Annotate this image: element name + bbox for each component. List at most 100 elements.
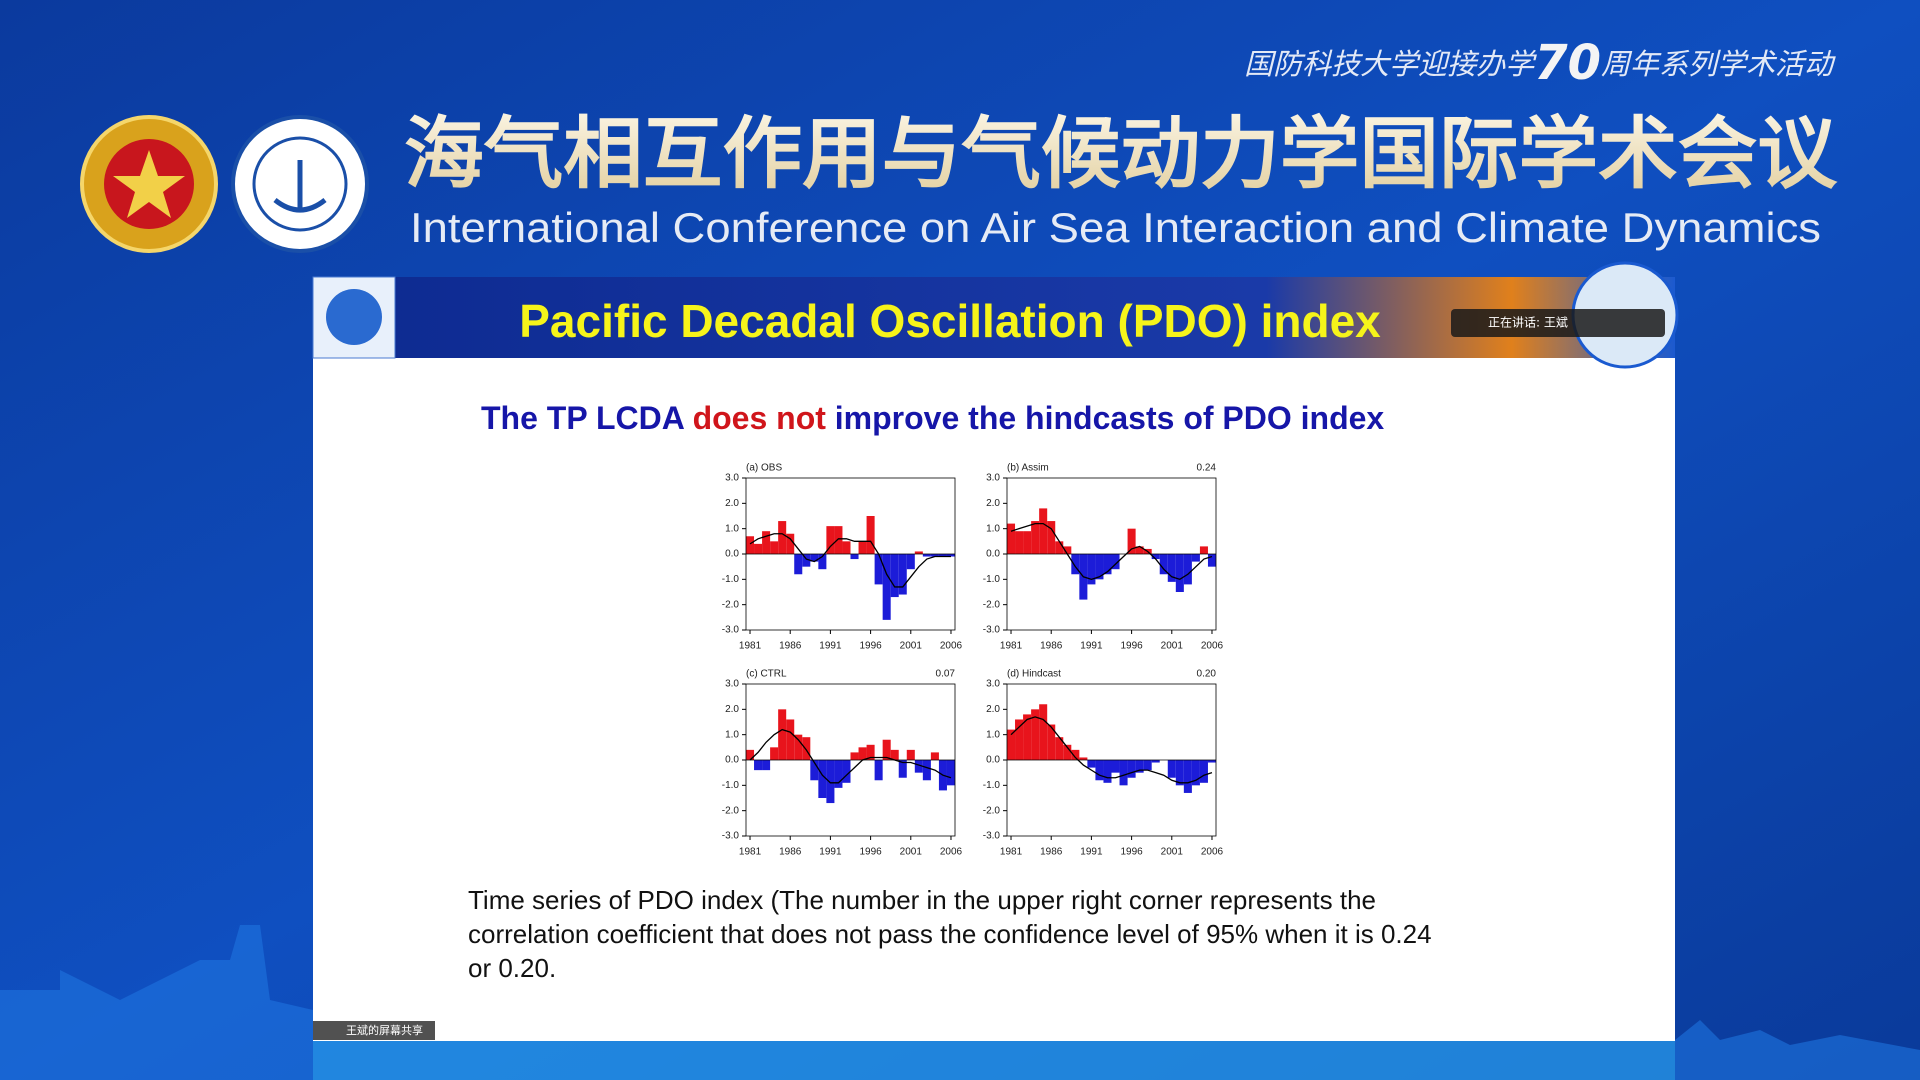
chart-grid: (a) OBS -3.0 -2.0 -1.0 0.0 1.0 2.0 3.0 1981 1986 1…: [722, 463, 1224, 858]
bar: [746, 749, 755, 760]
bar: [1167, 760, 1176, 778]
slide-title: Pacific Decadal Oscillation (PDO) index: [519, 295, 1381, 347]
x-tick-label: 1996: [1120, 847, 1143, 858]
bar: [1103, 760, 1112, 783]
bar: [826, 526, 835, 554]
bar: [810, 554, 819, 562]
slide-subtitle: The TP LCDA does not improve the hindcas…: [481, 400, 1384, 436]
bar: [794, 734, 803, 760]
bar: [1087, 554, 1096, 585]
bar: [1055, 541, 1064, 554]
bar: [874, 554, 883, 585]
bar: [898, 760, 907, 778]
plot-frame: [745, 477, 956, 631]
caption-line: or 0.20.: [468, 953, 556, 983]
x-tick-label: 2001: [1161, 847, 1184, 858]
y-tick-label: -1.0: [983, 780, 1001, 791]
plot-frame: [1006, 477, 1217, 631]
chart-title: (b) Assim: [1007, 463, 1049, 474]
bar: [778, 709, 787, 760]
tagline-part: 70: [1534, 35, 1601, 91]
bar: [1119, 760, 1128, 786]
slide-title-bar: [313, 277, 1675, 358]
bar: [1111, 760, 1120, 773]
bar: [882, 554, 891, 620]
bar: [834, 526, 843, 554]
bar: [850, 554, 859, 560]
bar: [1055, 737, 1064, 760]
bar: [946, 554, 955, 557]
bar: [1151, 760, 1160, 763]
logo: [80, 115, 218, 253]
bar: [762, 531, 771, 554]
bar: [858, 747, 867, 760]
slide-logo: [326, 289, 382, 345]
x-tick-label: 1981: [1000, 847, 1023, 858]
x-tick-label: 2006: [940, 641, 963, 652]
y-tick-label: 3.0: [725, 473, 739, 484]
share-text: 王斌的屏幕共享: [346, 1023, 423, 1037]
y-tick-label: -1.0: [983, 574, 1001, 585]
bar: [1015, 531, 1024, 554]
y-tick-label: -1.0: [722, 780, 740, 791]
y-tick-label: -3.0: [722, 831, 740, 842]
x-tick-label: 1981: [739, 847, 762, 858]
bar: [1047, 521, 1056, 554]
x-tick-label: 1986: [1040, 641, 1063, 652]
bar: [1063, 546, 1072, 554]
y-tick-label: 2.0: [725, 498, 739, 509]
bar: [754, 543, 763, 554]
bar: [802, 554, 811, 567]
bar: [1159, 554, 1168, 575]
x-tick-label: 1986: [1040, 847, 1063, 858]
bar: [834, 760, 843, 788]
y-tick-label: 3.0: [986, 473, 1000, 484]
bar: [786, 533, 795, 554]
y-tick-label: -3.0: [983, 831, 1001, 842]
bar: [770, 747, 779, 760]
bar: [1135, 760, 1144, 773]
bar: [1151, 554, 1160, 560]
subtitle-part: The TP LCDA: [481, 400, 693, 436]
bar: [1103, 554, 1112, 575]
bar: [890, 554, 899, 598]
x-tick-label: 1996: [1120, 641, 1143, 652]
x-tick-label: 1986: [779, 847, 802, 858]
caption-line: correlation coefficient that does not pa…: [468, 919, 1432, 949]
x-tick-label: 2006: [1201, 847, 1224, 858]
y-tick-label: 2.0: [986, 704, 1000, 715]
bar: [1175, 760, 1184, 786]
bar: [1039, 508, 1048, 554]
y-tick-label: -2.0: [983, 599, 1001, 610]
bar: [882, 739, 891, 760]
smooth-line: [1010, 716, 1213, 784]
y-tick-label: 0.0: [725, 755, 739, 766]
bar: [1007, 729, 1016, 760]
subtitle-part: does not: [693, 400, 827, 436]
bar: [1207, 760, 1216, 763]
smooth-line: [749, 728, 952, 784]
x-tick-label: 1996: [859, 847, 882, 858]
bar: [866, 516, 875, 554]
slide: [313, 277, 1675, 1041]
skyline: [0, 925, 313, 1080]
caption-line: Time series of PDO index (The number in …: [468, 885, 1376, 915]
smooth-line: [749, 533, 951, 588]
floor-glow: [313, 1040, 1675, 1080]
smooth-line: [1010, 522, 1213, 581]
bar: [930, 554, 939, 557]
tagline-part: 周年系列学术活动: [1601, 47, 1836, 81]
bar: [946, 760, 955, 786]
bar: [906, 749, 915, 760]
bar: [794, 554, 803, 575]
subtitle-part: improve the hindcasts of PDO index: [826, 400, 1385, 436]
bar: [802, 737, 811, 760]
bar: [1095, 554, 1104, 580]
bar: [1191, 554, 1200, 562]
tagline: 国防科技大学迎接办学70周年系列学术活动: [1244, 35, 1836, 91]
bar: [818, 760, 827, 798]
bar: [1191, 760, 1200, 786]
bar: [826, 760, 835, 804]
x-tick-label: 1996: [859, 641, 882, 652]
